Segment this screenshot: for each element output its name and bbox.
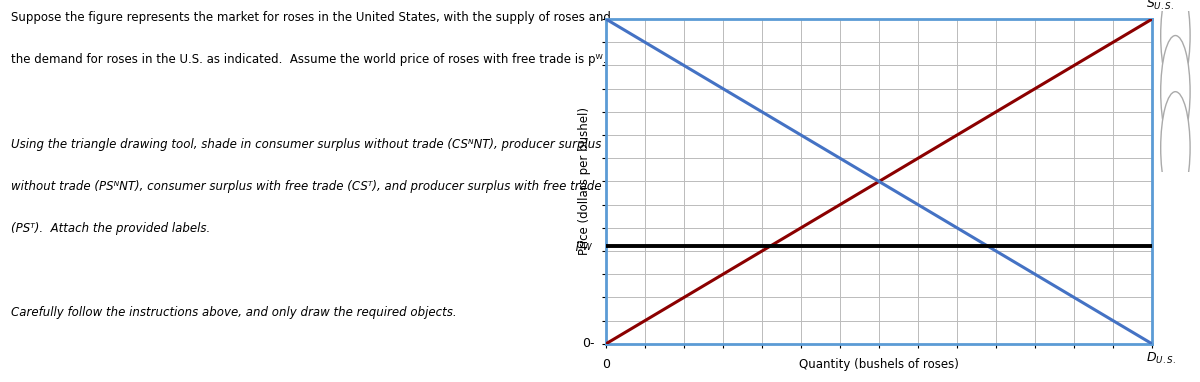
Text: $p_{W}$: $p_{W}$: [576, 240, 594, 253]
Text: 0-: 0-: [582, 337, 594, 350]
Text: $D_{U.S.}$: $D_{U.S.}$: [1146, 351, 1176, 366]
Text: +: +: [1171, 31, 1180, 40]
Text: ↗: ↗: [1171, 143, 1180, 153]
Text: the demand for roses in the U.S. as indicated.  Assume the world price of roses : the demand for roses in the U.S. as indi…: [11, 53, 607, 66]
Circle shape: [1160, 92, 1190, 204]
Text: (PSᵀ).  Attach the provided labels.: (PSᵀ). Attach the provided labels.: [11, 222, 210, 235]
Circle shape: [1160, 36, 1190, 148]
Text: 0: 0: [602, 358, 610, 371]
Text: Carefully follow the instructions above, and only draw the required objects.: Carefully follow the instructions above,…: [11, 306, 457, 319]
Text: -: -: [1174, 87, 1177, 97]
Text: Using the triangle drawing tool, shade in consumer surplus without trade (CSᴺNT): Using the triangle drawing tool, shade i…: [11, 138, 601, 151]
Text: $S_{U.S.}$: $S_{U.S.}$: [1146, 0, 1175, 12]
Circle shape: [1160, 0, 1190, 92]
Text: Suppose the figure represents the market for roses in the United States, with th: Suppose the figure represents the market…: [11, 11, 611, 24]
X-axis label: Quantity (bushels of roses): Quantity (bushels of roses): [799, 358, 959, 371]
Text: without trade (PSᴺNT), consumer surplus with free trade (CSᵀ), and producer surp: without trade (PSᴺNT), consumer surplus …: [11, 180, 602, 193]
Y-axis label: Price (dollars per bushel): Price (dollars per bushel): [578, 107, 592, 256]
